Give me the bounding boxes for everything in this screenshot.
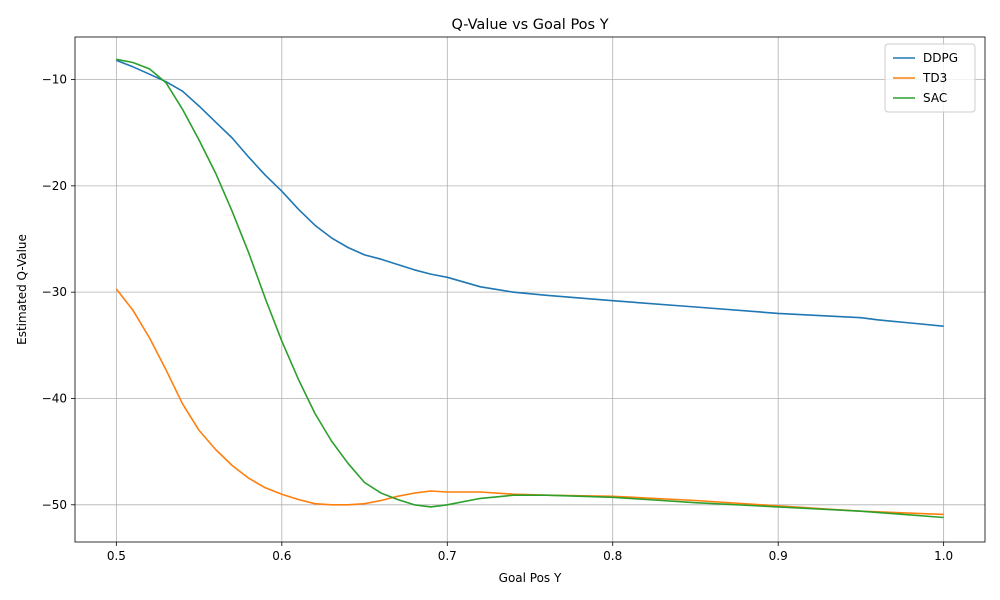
y-tick-label: −10 [42, 73, 67, 87]
chart-title: Q-Value vs Goal Pos Y [451, 17, 608, 33]
y-tick-label: −30 [42, 285, 67, 299]
y-tick-label: −20 [42, 179, 67, 193]
series-line-ddpg [116, 59, 944, 327]
x-axis-label: Goal Pos Y [499, 571, 562, 585]
legend-box [884, 43, 976, 113]
x-tick-label: 0.9 [769, 549, 788, 563]
series-lines [115, 58, 944, 519]
x-tick-label: 1.0 [934, 549, 953, 563]
y-axis-ticks: −10 −20 −30 −40 −50 [42, 73, 75, 512]
x-axis-ticks: 0.5 0.6 0.7 0.8 0.9 1.0 [107, 542, 953, 563]
y-axis-label: Estimated Q-Value [15, 234, 29, 345]
x-tick-label: 0.5 [107, 549, 126, 563]
y-tick-label: −50 [42, 498, 67, 512]
legend: DDPG TD3 SAC [884, 43, 976, 113]
y-tick-label: −40 [42, 391, 67, 405]
legend-label-td3: TD3 [922, 71, 947, 85]
plot-frame [74, 36, 986, 543]
legend-label-sac: SAC [923, 91, 947, 105]
series-line-sac [116, 58, 944, 519]
x-tick-label: 0.8 [603, 549, 622, 563]
grid [75, 37, 985, 542]
legend-label-ddpg: DDPG [923, 51, 958, 65]
x-tick-label: 0.6 [272, 549, 291, 563]
x-tick-label: 0.7 [438, 549, 457, 563]
